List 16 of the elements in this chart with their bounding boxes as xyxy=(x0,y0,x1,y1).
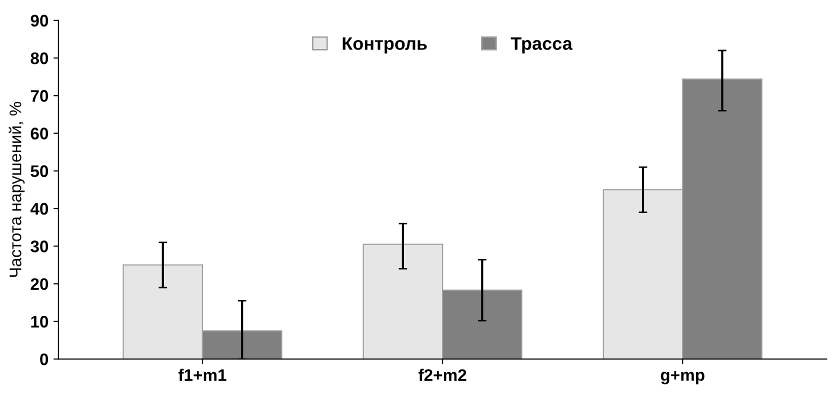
y-tick-label: 40 xyxy=(30,202,48,215)
y-tick-label: 50 xyxy=(30,165,48,178)
y-axis-title: Частота нарушений, % xyxy=(8,102,25,277)
y-tick-label: 10 xyxy=(31,316,48,328)
y-tick-label: 0 xyxy=(40,353,48,366)
y-tick-label: 70 xyxy=(30,90,48,102)
y-tick-label: 30 xyxy=(30,240,48,252)
x-tick-label: f2+m2 xyxy=(418,368,466,381)
x-tick-label: g+mp xyxy=(660,370,704,384)
x-tick-label: f1+m1 xyxy=(178,368,226,381)
y-tick-label: 90 xyxy=(30,14,48,27)
legend-label: Контроль xyxy=(342,37,427,54)
legend-label: Трасса xyxy=(510,37,573,54)
y-tick-label: 80 xyxy=(30,52,48,64)
y-tick-label: 20 xyxy=(30,278,48,290)
y-tick-label: 60 xyxy=(30,128,48,140)
